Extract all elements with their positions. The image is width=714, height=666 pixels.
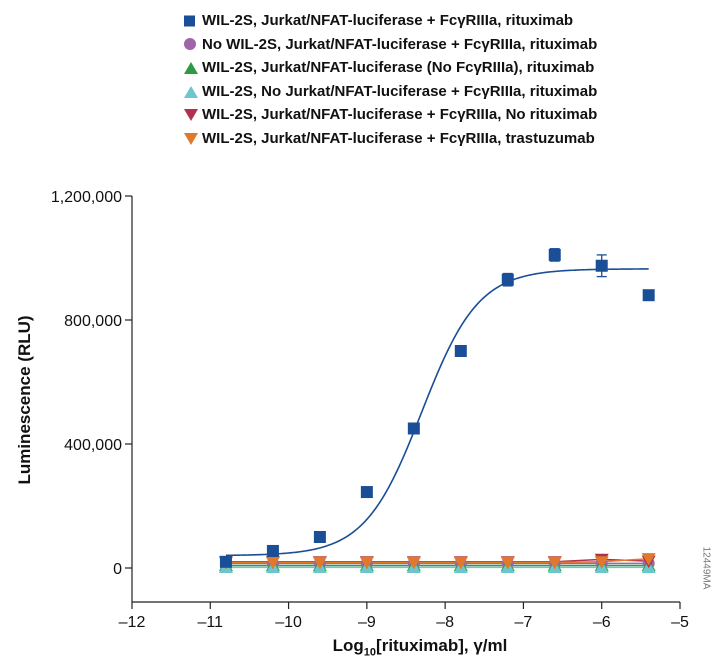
data-point — [595, 259, 608, 272]
data-point — [359, 556, 374, 570]
legend-label: WIL-2S, Jurkat/NFAT-luciferase + FcγRIII… — [202, 12, 574, 29]
data-point — [642, 289, 655, 302]
data-point — [360, 486, 373, 499]
data-point — [407, 422, 420, 435]
triangle-up-marker-icon — [184, 85, 198, 98]
x-tick-label: –6 — [593, 614, 611, 631]
x-tick-label: –5 — [671, 614, 689, 631]
circle-marker-icon — [184, 38, 196, 51]
data-point — [453, 556, 468, 570]
data-point — [501, 273, 514, 286]
figure-id: 12449MA — [700, 546, 712, 590]
legend-label: No WIL-2S, Jurkat/NFAT-luciferase + FcγR… — [202, 35, 598, 53]
y-axis-label: Luminescence (RLU) — [15, 315, 34, 485]
x-tick-label: –12 — [119, 614, 146, 631]
data-point — [500, 556, 515, 570]
data-point — [548, 248, 561, 261]
legend: WIL-2S, Jurkat/NFAT-luciferase + FcγRIII… — [184, 9, 597, 151]
legend-item-3: WIL-2S, Jurkat/NFAT-luciferase (No FcγRI… — [184, 56, 597, 80]
data-point — [313, 531, 326, 543]
legend-item-2: No WIL-2S, Jurkat/NFAT-luciferase + FcγR… — [184, 33, 597, 57]
legend-item-6: WIL-2S, Jurkat/NFAT-luciferase + FcγRIII… — [184, 127, 597, 151]
data-point — [312, 556, 327, 570]
series-line — [225, 557, 649, 564]
x-tick-label: –7 — [515, 614, 533, 631]
data-point — [641, 553, 656, 566]
triangle-down-marker-icon — [184, 132, 198, 145]
data-point — [406, 556, 421, 570]
y-tick-label: 1,200,000 — [51, 189, 122, 206]
data-point — [454, 345, 467, 357]
legend-item-5: WIL-2S, Jurkat/NFAT-luciferase + FcγRIII… — [184, 103, 597, 127]
fit-curve — [225, 268, 649, 557]
legend-label: WIL-2S, Jurkat/NFAT-luciferase + FcγRIII… — [202, 129, 595, 147]
data-point — [266, 544, 279, 557]
y-tick-label: 0 — [113, 561, 122, 578]
triangle-down-marker-icon — [184, 109, 198, 122]
x-axis-label: Log10[rituximab], γ/ml — [332, 636, 508, 659]
x-tick-label: –9 — [358, 614, 376, 631]
legend-label: WIL-2S, No Jurkat/NFAT-luciferase + FcγR… — [202, 82, 598, 100]
legend-label: WIL-2S, Jurkat/NFAT-luciferase + FcγRIII… — [202, 106, 598, 124]
data-point — [547, 556, 562, 570]
square-marker-icon — [184, 15, 195, 27]
x-tick-label: –8 — [436, 614, 454, 631]
y-tick-label: 400,000 — [64, 437, 122, 454]
x-tick-label: –11 — [198, 614, 224, 631]
y-tick-label: 800,000 — [64, 313, 122, 330]
x-tick-label: –10 — [275, 614, 302, 631]
legend-label: WIL-2S, Jurkat/NFAT-luciferase (No FcγRI… — [202, 59, 595, 77]
data-point — [265, 556, 280, 570]
data-point — [594, 556, 609, 569]
legend-item-4: WIL-2S, No Jurkat/NFAT-luciferase + FcγR… — [184, 80, 597, 104]
triangle-up-marker-icon — [184, 61, 198, 74]
legend-item-1: WIL-2S, Jurkat/NFAT-luciferase + FcγRIII… — [184, 9, 597, 33]
data-point — [219, 555, 232, 568]
